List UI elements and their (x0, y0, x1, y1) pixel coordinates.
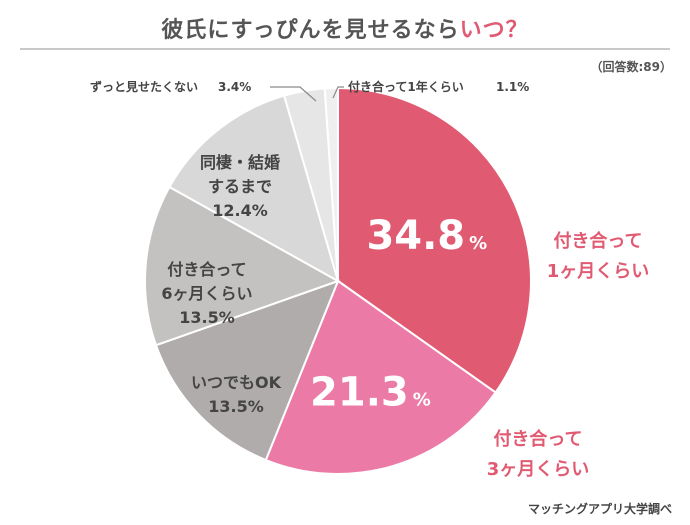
leader-line-6 (332, 86, 344, 99)
slice-label-3-line: 6ヶ月くらい (161, 284, 252, 303)
slice-percent-0: 34.8% (366, 213, 487, 259)
title-underline (20, 48, 670, 50)
pie-slice-1 (264, 279, 497, 475)
slice-label-4-line: するまで (208, 177, 272, 196)
pie-slice-2 (154, 279, 340, 462)
slice-label-4: 同棲・結婚するまで (200, 153, 280, 196)
slice-value-2: 13.5% (208, 397, 264, 416)
pie-slice-3 (144, 185, 341, 347)
chart-title: 彼氏にすっぴんを見せるならいつ？ (0, 12, 690, 44)
slice-value-0: 34.8 (366, 213, 465, 259)
slice-value-5: 3.4% (218, 80, 251, 94)
chart-title-main: 彼氏にすっぴんを見せるなら (161, 18, 460, 43)
slice-unit-0: % (469, 233, 487, 254)
slice-label-5: ずっと見せたくない (90, 79, 198, 94)
slice-value-3: 13.5% (179, 308, 235, 327)
source-credit: マッチングアプリ大学調べ (527, 502, 672, 516)
respondent-count: （回答数:89） (590, 60, 673, 74)
slice-unit-1: % (413, 389, 431, 410)
slice-label-1-line: 付き合って (493, 428, 582, 450)
slice-value-1: 21.3 (310, 369, 409, 415)
slice-label-3: 付き合って 6ヶ月くらい (161, 260, 252, 303)
slice-label-3-line: 付き合って (167, 260, 246, 279)
slice-label-1: 付き合って 3ヶ月くらい (487, 428, 590, 480)
chart-title-accent: いつ？ (459, 18, 529, 43)
slice-label-2-line: いつでもOK (191, 373, 282, 392)
slice-label-1-line: 3ヶ月くらい (487, 459, 590, 480)
slice-label-6: 付き合って1年くらい (348, 79, 464, 94)
slice-label-0-line: 1ヶ月くらい (547, 261, 650, 282)
slice-percent-1: 21.3% (310, 369, 431, 415)
pie-slice-4 (168, 94, 340, 284)
slice-label-4-line: 同棲・結婚 (200, 153, 280, 172)
slice-label-0-line: 付き合って (553, 230, 642, 252)
slice-label-0: 付き合って 1ヶ月くらい (547, 230, 650, 282)
pie-slice-0 (337, 86, 532, 394)
slice-value-4: 12.4% (212, 201, 268, 220)
slice-label-2: いつでもOK (191, 373, 282, 392)
leader-line-5 (270, 86, 317, 102)
slice-value-6: 1.1% (496, 80, 529, 94)
